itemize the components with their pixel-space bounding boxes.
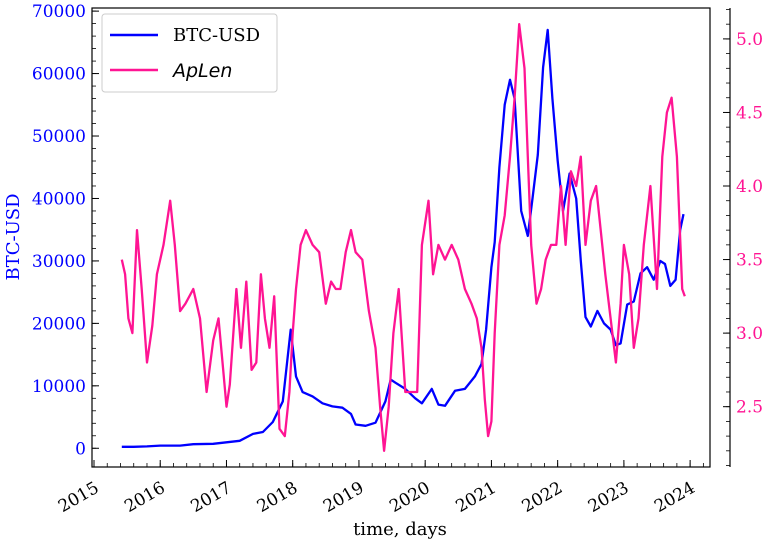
y-axis-label-left: BTC-USD bbox=[3, 193, 24, 280]
left-tick-label: 70000 bbox=[32, 2, 86, 22]
legend-box bbox=[101, 13, 278, 93]
series-line-aplen bbox=[120, 23, 686, 452]
series-line-btc-usd bbox=[121, 28, 685, 448]
plot-area bbox=[91, 7, 711, 468]
right-tick-label: 5.0 bbox=[736, 30, 763, 50]
right-tick-label: 3.0 bbox=[736, 324, 763, 344]
right-tick-label: 4.0 bbox=[736, 177, 763, 197]
legend-label-aplen: ApLen bbox=[171, 60, 232, 82]
legend: BTC-USD ApLen bbox=[101, 13, 278, 93]
plot-frame bbox=[91, 7, 711, 468]
left-tick-label: 0 bbox=[75, 439, 86, 459]
series-layer bbox=[120, 23, 686, 452]
right-tick-label: 4.5 bbox=[736, 103, 763, 123]
legend-label-btc: BTC-USD bbox=[173, 25, 260, 46]
left-tick-label: 20000 bbox=[32, 314, 86, 334]
left-tick-label: 10000 bbox=[32, 377, 86, 397]
right-tick-label: 3.5 bbox=[736, 251, 763, 271]
left-tick-label: 40000 bbox=[32, 189, 86, 209]
x-axis-label: time, days bbox=[353, 519, 447, 540]
left-tick-label: 60000 bbox=[32, 65, 86, 85]
right-axis-ticks: 2.5 3.0 3.5 4.0 4.5 5.0 bbox=[723, 9, 763, 466]
right-tick-label: 2.5 bbox=[736, 398, 763, 418]
left-tick-label: 50000 bbox=[32, 127, 86, 147]
left-tick-label: 30000 bbox=[32, 252, 86, 272]
left-axis-ticks: 0 10000 20000 30000 40000 50000 60000 70000 bbox=[32, 2, 99, 459]
